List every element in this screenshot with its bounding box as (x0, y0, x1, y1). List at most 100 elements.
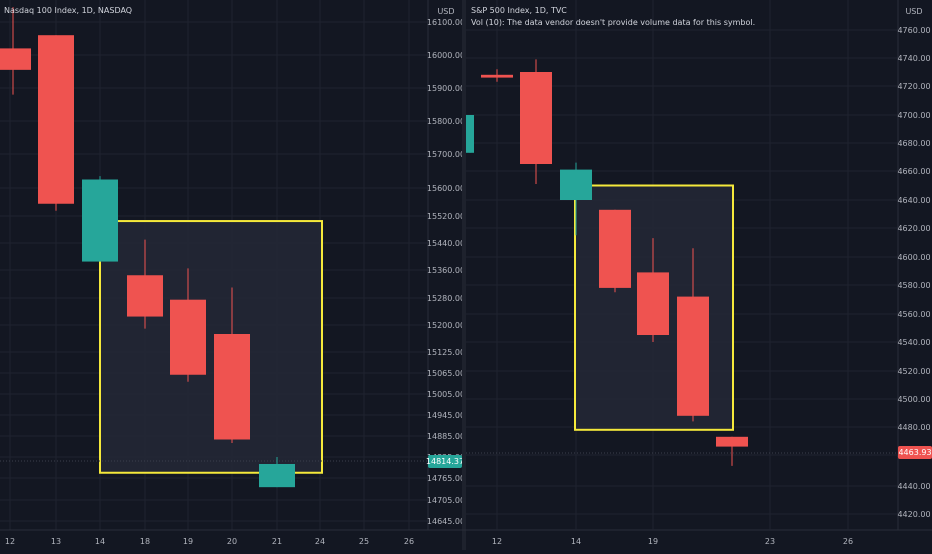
nasdaq-candle[interactable] (82, 176, 118, 262)
spx-y-tick-label: 4640.00 (897, 196, 930, 205)
spx-candle[interactable] (466, 115, 474, 153)
spx-candle[interactable] (520, 59, 552, 185)
spx-y-tick-label: 4680.00 (897, 139, 930, 148)
spx-y-tick-label: 4740.00 (897, 54, 930, 63)
nasdaq-candle[interactable] (0, 7, 31, 95)
nasdaq-y-tick-label: 15700.00 (427, 150, 465, 159)
spx-candle-body (481, 74, 513, 78)
spx-candle-body (599, 209, 631, 288)
nasdaq-y-tick-label: 15125.00 (427, 348, 465, 357)
spx-x-tick-label: 12 (492, 537, 502, 546)
nasdaq-candle-body (82, 179, 118, 262)
nasdaq-y-tick-label: 15005.00 (427, 390, 465, 399)
nasdaq-x-tick-label: 21 (272, 537, 282, 546)
nasdaq-candle-body (214, 334, 250, 440)
spx-price-axis[interactable]: 4760.00 4740.00 4720.00 4700.00 4680.00 4660.… (897, 26, 930, 519)
spx-candle[interactable] (560, 162, 592, 236)
nasdaq-y-tick-label: 15440.00 (427, 239, 465, 248)
nasdaq-y-tick-label: 15065.00 (427, 369, 465, 378)
spx-last-price-label: 4463.93 (898, 448, 931, 457)
nasdaq-candle-body (170, 299, 206, 375)
nasdaq-y-tick-label: 16000.00 (427, 51, 465, 60)
spx-candle-body (637, 272, 669, 335)
nasdaq-x-tick-label: 26 (404, 537, 414, 546)
spx-x-tick-label: 26 (843, 537, 853, 546)
spx-volume-notice: Vol (10): The data vendor doesn't provid… (471, 18, 756, 27)
nasdaq-pane[interactable]: 16100.00 16000.00 15900.00 15800.00 15700.00… (0, 0, 465, 546)
nasdaq-y-tick-label: 15360.00 (427, 266, 465, 275)
spx-candle[interactable] (481, 69, 513, 82)
nasdaq-y-tick-label: 15280.00 (427, 294, 465, 303)
spx-y-tick-label: 4520.00 (897, 367, 930, 376)
spx-candle-body (677, 296, 709, 416)
nasdaq-y-tick-label: 14705.00 (427, 496, 465, 505)
nasdaq-y-tick-label: 14945.00 (427, 411, 465, 420)
nasdaq-candle-body (38, 35, 74, 204)
nasdaq-x-tick-label: 12 (5, 537, 15, 546)
spx-candle-body (560, 169, 592, 200)
spx-candle-body (520, 72, 552, 164)
nasdaq-candle-body (259, 464, 295, 488)
nasdaq-x-tick-label: 13 (51, 537, 61, 546)
spx-candle[interactable] (599, 209, 631, 293)
nasdaq-chart-title[interactable]: Nasdaq 100 Index, 1D, NASDAQ (4, 6, 133, 15)
spx-y-tick-label: 4420.00 (897, 510, 930, 519)
spx-candle[interactable] (716, 436, 748, 466)
nasdaq-currency-label: USD (437, 7, 454, 16)
nasdaq-candle[interactable] (214, 287, 250, 444)
spx-y-tick-label: 4760.00 (897, 26, 930, 35)
nasdaq-y-tick-label: 14885.00 (427, 432, 465, 441)
spx-pane[interactable]: 4760.00 4740.00 4720.00 4700.00 4680.00 4660.… (466, 0, 932, 546)
spx-x-tick-label: 23 (765, 537, 775, 546)
nasdaq-y-tick-label: 16100.00 (427, 18, 465, 27)
pane-divider[interactable] (462, 0, 466, 550)
spx-candle[interactable] (677, 248, 709, 422)
nasdaq-y-tick-label: 14765.00 (427, 474, 465, 483)
nasdaq-y-tick-label: 15520.00 (427, 212, 465, 221)
nasdaq-x-tick-label: 20 (227, 537, 237, 546)
nasdaq-x-tick-label: 25 (359, 537, 369, 546)
nasdaq-x-tick-label: 19 (183, 537, 193, 546)
nasdaq-last-price-badge (428, 455, 462, 468)
spx-candles[interactable] (466, 59, 748, 466)
spx-y-tick-label: 4540.00 (897, 338, 930, 347)
nasdaq-x-tick-label: 24 (315, 537, 325, 546)
spx-y-tick-label: 4660.00 (897, 167, 930, 176)
nasdaq-y-tick-label: 15200.00 (427, 321, 465, 330)
nasdaq-highlight-box[interactable] (99, 220, 323, 474)
nasdaq-y-tick-label: 14645.00 (427, 517, 465, 526)
spx-chart-title[interactable]: S&P 500 Index, 1D, TVC (471, 6, 567, 15)
nasdaq-y-tick-label: 15900.00 (427, 84, 465, 93)
spx-currency-label: USD (905, 7, 922, 16)
spx-y-tick-label: 4600.00 (897, 253, 930, 262)
nasdaq-candle-body (0, 48, 31, 70)
nasdaq-y-tick-label: 15800.00 (427, 117, 465, 126)
nasdaq-x-tick-label: 14 (95, 537, 105, 546)
nasdaq-candles[interactable] (0, 7, 295, 488)
spx-y-tick-label: 4580.00 (897, 281, 930, 290)
spx-y-tick-label: 4700.00 (897, 111, 930, 120)
nasdaq-last-price-label: 14814.37 (426, 457, 464, 466)
spx-y-tick-label: 4440.00 (897, 482, 930, 491)
nasdaq-candle[interactable] (259, 457, 295, 488)
nasdaq-candle[interactable] (127, 239, 163, 329)
spx-candle-body (716, 436, 748, 447)
spx-candle[interactable] (637, 238, 669, 342)
spx-y-tick-label: 4560.00 (897, 310, 930, 319)
spx-candle-body (466, 115, 474, 153)
spx-x-tick-label: 19 (648, 537, 658, 546)
nasdaq-time-axis[interactable]: 12 13 14 18 19 20 21 24 25 26 (5, 537, 414, 546)
spx-y-tick-label: 4720.00 (897, 82, 930, 91)
spx-y-tick-label: 4500.00 (897, 395, 930, 404)
nasdaq-candle[interactable] (170, 268, 206, 382)
nasdaq-x-tick-label: 18 (140, 537, 150, 546)
spx-y-tick-label: 4620.00 (897, 224, 930, 233)
nasdaq-candle-body (127, 275, 163, 317)
nasdaq-y-tick-label: 15600.00 (427, 184, 465, 193)
spx-last-price-badge (898, 446, 932, 459)
spx-time-axis[interactable]: 12 14 19 23 26 (492, 537, 853, 546)
spx-y-tick-label: 4480.00 (897, 423, 930, 432)
nasdaq-candle[interactable] (38, 35, 74, 211)
